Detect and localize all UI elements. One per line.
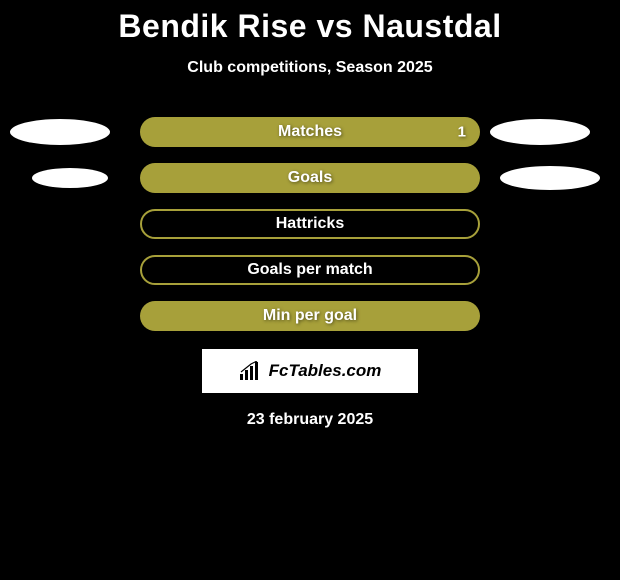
bar-chart-icon: [239, 361, 263, 381]
stat-row: Goals per match: [0, 255, 620, 285]
left-ellipse: [32, 168, 108, 188]
page-subtitle: Club competitions, Season 2025: [0, 59, 620, 77]
right-ellipse: [490, 119, 590, 145]
stat-pill: Goals per match: [140, 255, 480, 285]
stat-value-right: 1: [458, 124, 466, 141]
stat-pill: Matches 1: [140, 117, 480, 147]
stat-label: Matches: [278, 123, 342, 141]
stat-label: Goals per match: [247, 261, 372, 279]
page-title: Bendik Rise vs Naustdal: [0, 0, 620, 45]
stat-label: Hattricks: [276, 215, 344, 233]
logo-box: FcTables.com: [202, 349, 418, 393]
logo-inner: FcTables.com: [239, 361, 382, 381]
stat-pill: Min per goal: [140, 301, 480, 331]
stat-pill: Hattricks: [140, 209, 480, 239]
logo-text: FcTables.com: [269, 361, 382, 381]
stat-label: Goals: [288, 169, 332, 187]
right-ellipse: [500, 166, 600, 190]
stat-row: Matches 1: [0, 117, 620, 147]
stat-pill: Goals: [140, 163, 480, 193]
stat-row: Hattricks: [0, 209, 620, 239]
stat-label: Min per goal: [263, 307, 357, 325]
stat-row: Min per goal: [0, 301, 620, 331]
stat-row: Goals: [0, 163, 620, 193]
stats-rows: Matches 1 Goals Hattricks Goals per match Min…: [0, 117, 620, 331]
footer-date: 23 february 2025: [0, 411, 620, 429]
left-ellipse: [10, 119, 110, 145]
